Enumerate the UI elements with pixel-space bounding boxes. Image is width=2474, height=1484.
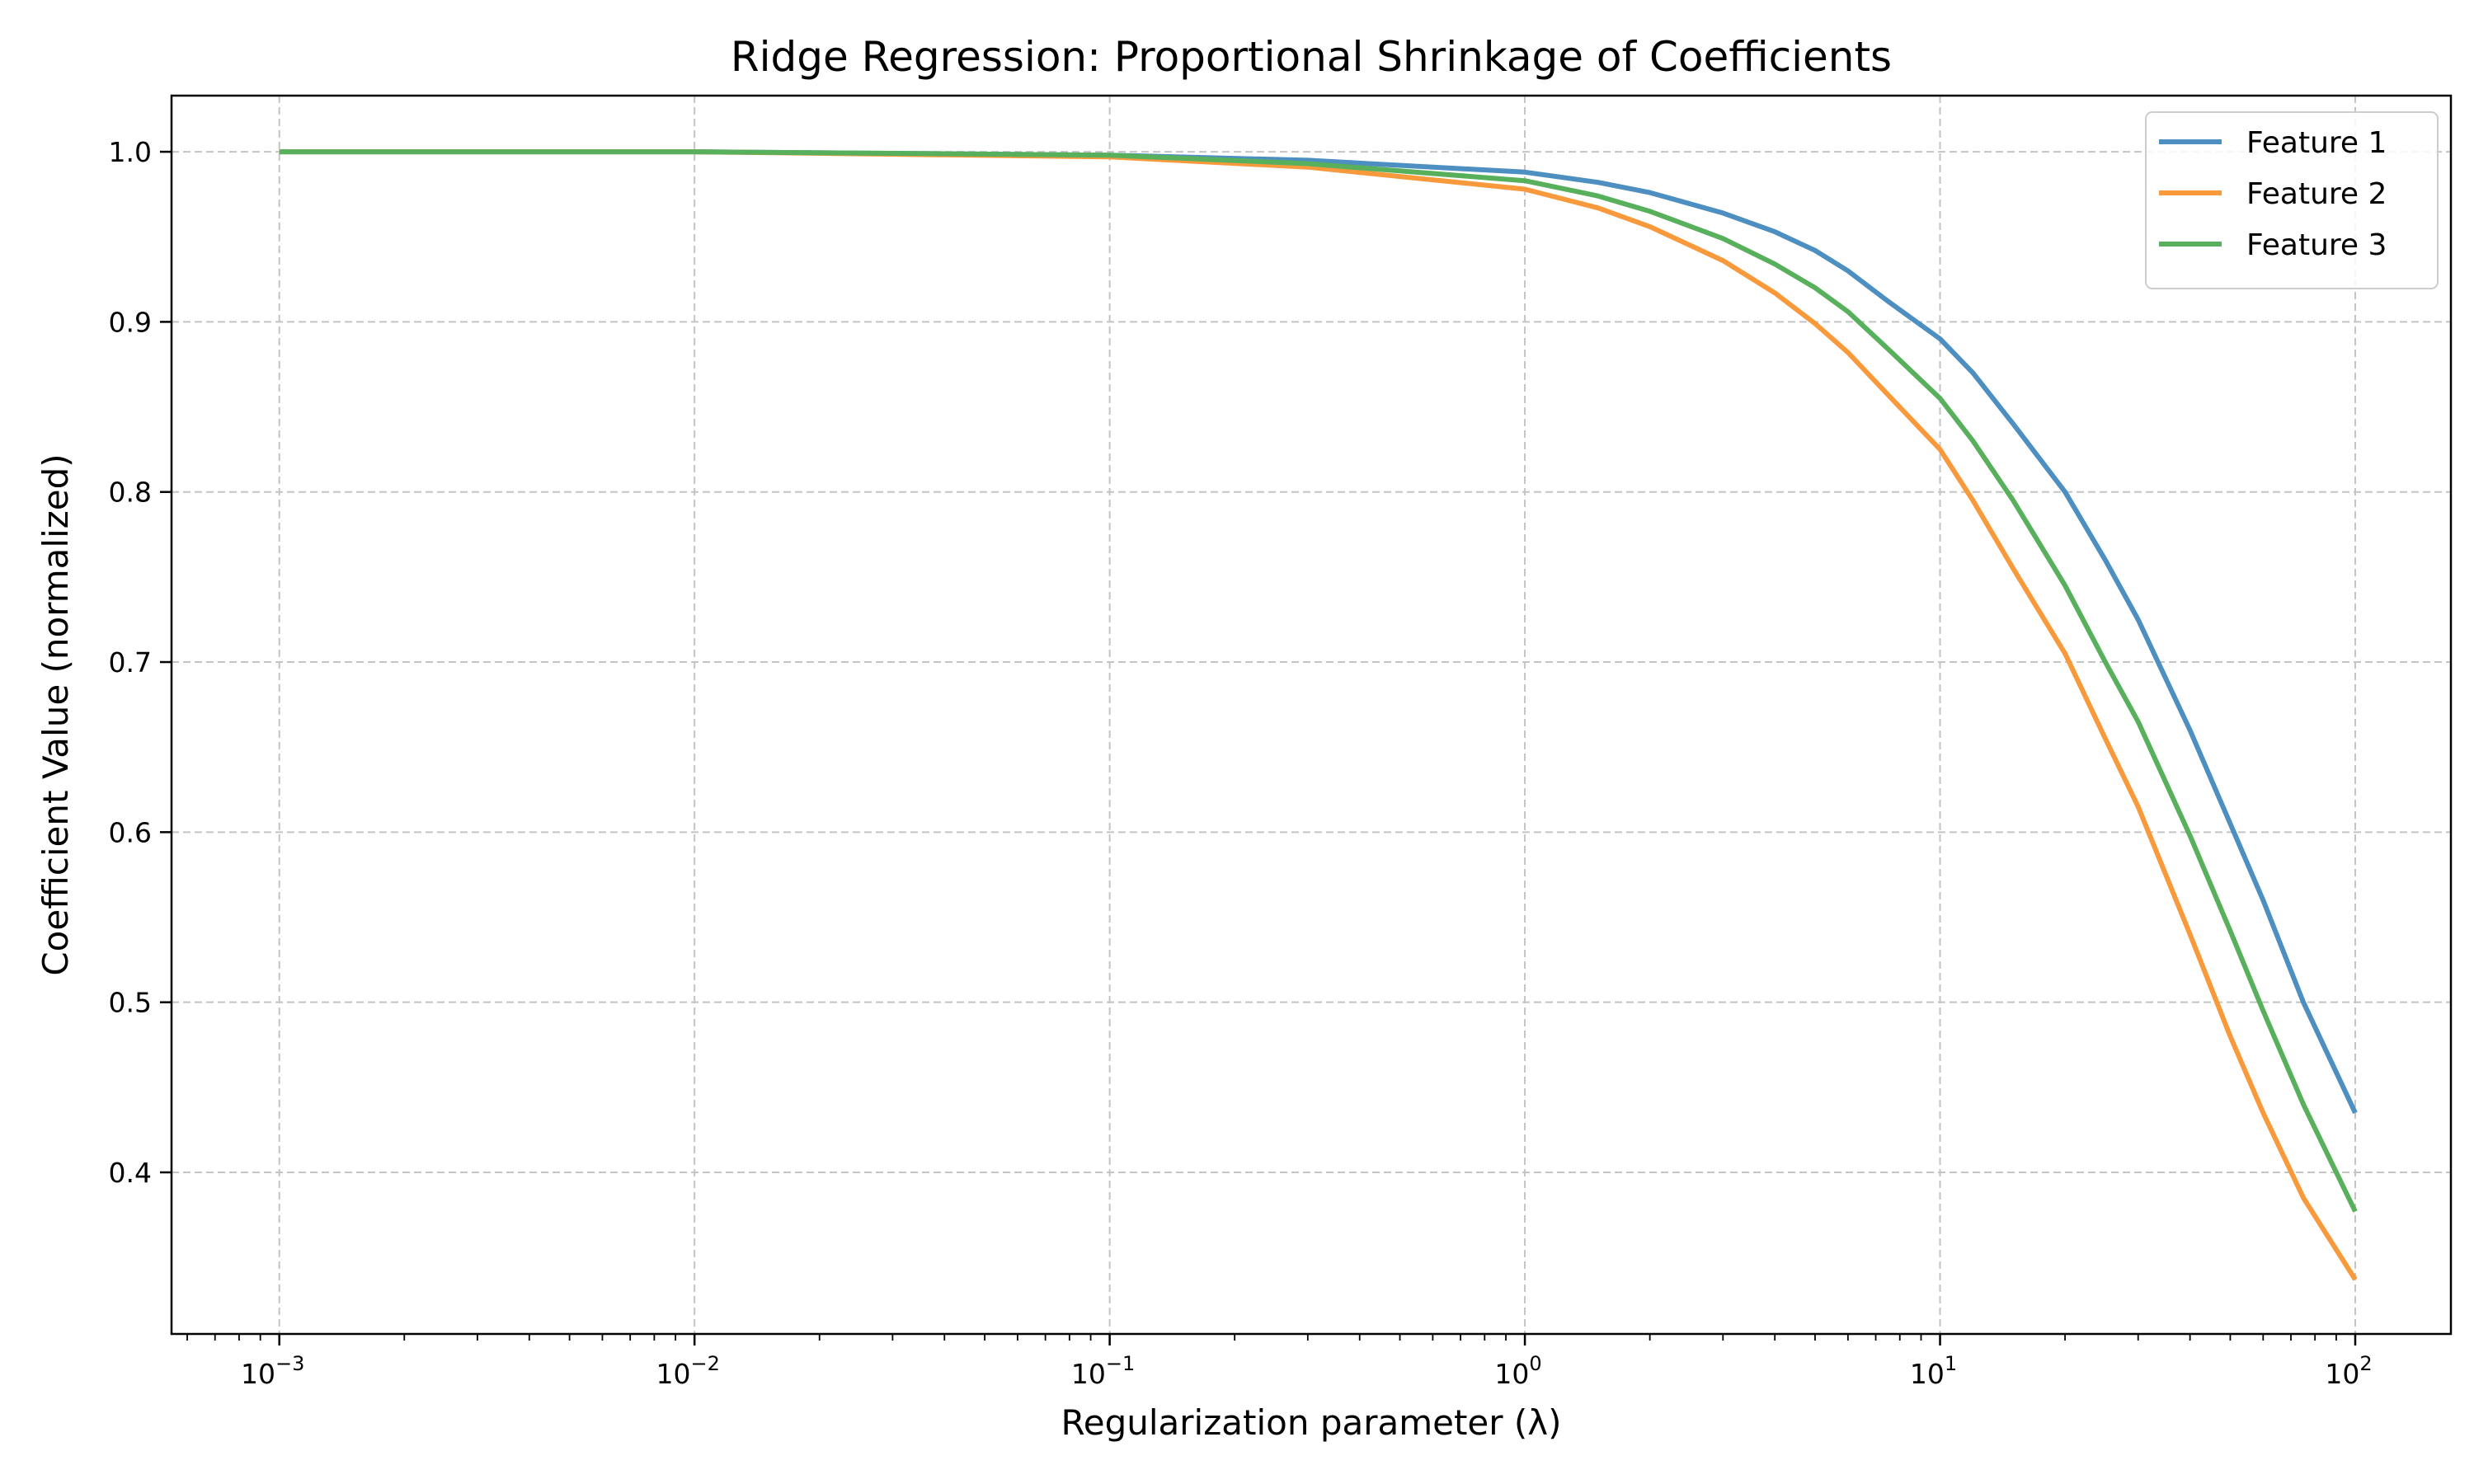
y-tick-label-3: 0.7 [109,646,152,679]
y-tick-label-2: 0.6 [109,816,152,848]
legend: Feature 1 Feature 2 Feature 3 [2145,111,2439,289]
y-axis-title: Coefficient Value (normalized) [35,453,76,975]
series-line-3 [279,149,2358,1213]
chart-title: Ridge Regression: Proportional Shrinkage… [731,33,1892,81]
x-tick-exponent-1: −2 [690,1352,719,1375]
x-tick-exponent-4: 1 [1945,1352,1957,1375]
y-tick-label-0: 0.4 [109,1157,152,1189]
legend-label-1: Feature 1 [2246,126,2387,160]
y-tick-label-4: 0.8 [109,477,152,509]
series-line-2 [279,149,2358,1281]
x-tick-exponent-5: 2 [2359,1352,2372,1375]
series-lines [279,149,2358,1281]
y-tick-label-6: 1.0 [109,136,152,168]
x-tick-exponent-3: 0 [1529,1352,1541,1375]
x-axis-title: Regularization parameter (λ) [1061,1402,1561,1443]
y-tick-label-1: 0.5 [109,987,152,1019]
plot-area-frame [170,94,2453,1336]
series-line-1 [279,149,2358,1115]
legend-label-2: Feature 2 [2246,177,2387,211]
x-tick-exponent-2: −1 [1106,1352,1135,1375]
y-tick-label-5: 0.9 [109,306,152,338]
legend-label-3: Feature 3 [2246,228,2387,262]
x-tick-exponent-0: −3 [275,1352,304,1375]
